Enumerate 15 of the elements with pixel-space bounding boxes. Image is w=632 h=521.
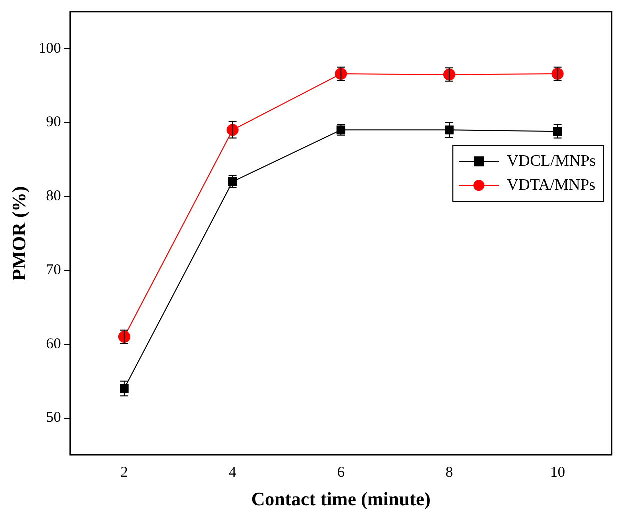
x-axis-title: Contact time (minute) [251,490,431,511]
y-axis-title: PMOR (%) [9,186,30,281]
y-tick-label: 60 [46,336,62,352]
y-tick-label: 50 [46,410,62,426]
y-tick-label: 100 [38,40,62,57]
legend-label: VDTA/MNPs [507,176,596,194]
x-tick-label: 2 [120,465,128,482]
legend-label: VDCL/MNPs [507,152,596,170]
x-tick-label: 6 [337,465,346,482]
y-tick-label: 70 [46,262,62,278]
y-tick-label: 90 [46,114,62,131]
x-tick-label: 4 [229,465,238,482]
x-tick-label: 8 [446,465,454,482]
y-tick-label: 80 [46,188,62,205]
x-tick-label: 10 [550,465,566,482]
